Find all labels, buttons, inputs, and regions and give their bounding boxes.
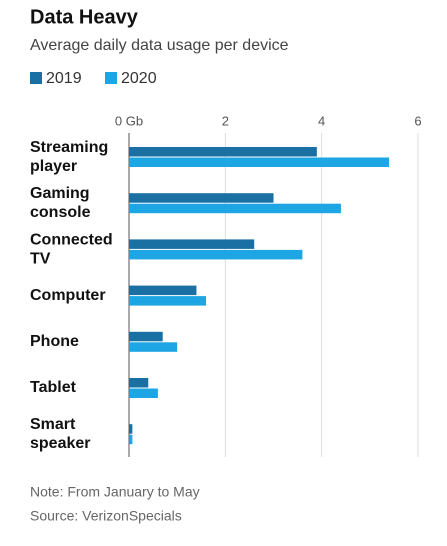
bar <box>129 342 178 352</box>
bar <box>129 434 133 445</box>
bar <box>129 285 197 296</box>
x-tick-label: 6 <box>414 113 421 128</box>
legend-label: 2020 <box>121 70 157 87</box>
bar <box>129 239 255 249</box>
bar <box>129 147 317 157</box>
bar <box>129 331 163 342</box>
category-label: Connected TV <box>30 232 113 268</box>
x-tick-label: 4 <box>318 113 325 128</box>
bar <box>129 203 341 214</box>
legend-swatch <box>105 72 117 84</box>
category-label: Streaming player <box>30 139 108 175</box>
bar <box>129 193 274 203</box>
category-label: Phone <box>30 333 79 350</box>
category-label: Tablet <box>30 379 77 396</box>
x-tick-label: 2 <box>222 113 229 128</box>
bar <box>129 157 390 167</box>
bar <box>129 424 133 434</box>
category-label: Smart speaker <box>30 416 91 452</box>
bar <box>129 296 207 306</box>
chart-subtitle: Average daily data usage per device <box>30 37 289 54</box>
bar <box>129 388 158 398</box>
legend-label: 2019 <box>46 70 82 87</box>
chart-title: Data Heavy <box>30 6 139 28</box>
legend-swatch <box>30 72 42 84</box>
category-label: Computer <box>30 287 106 304</box>
x-tick-label: 0 Gb <box>115 113 143 128</box>
source: Source: VerizonSpecials <box>30 508 182 524</box>
bar <box>129 378 149 388</box>
bar <box>129 249 303 260</box>
category-label: Gaming console <box>30 185 91 221</box>
note: Note: From January to May <box>30 484 200 500</box>
